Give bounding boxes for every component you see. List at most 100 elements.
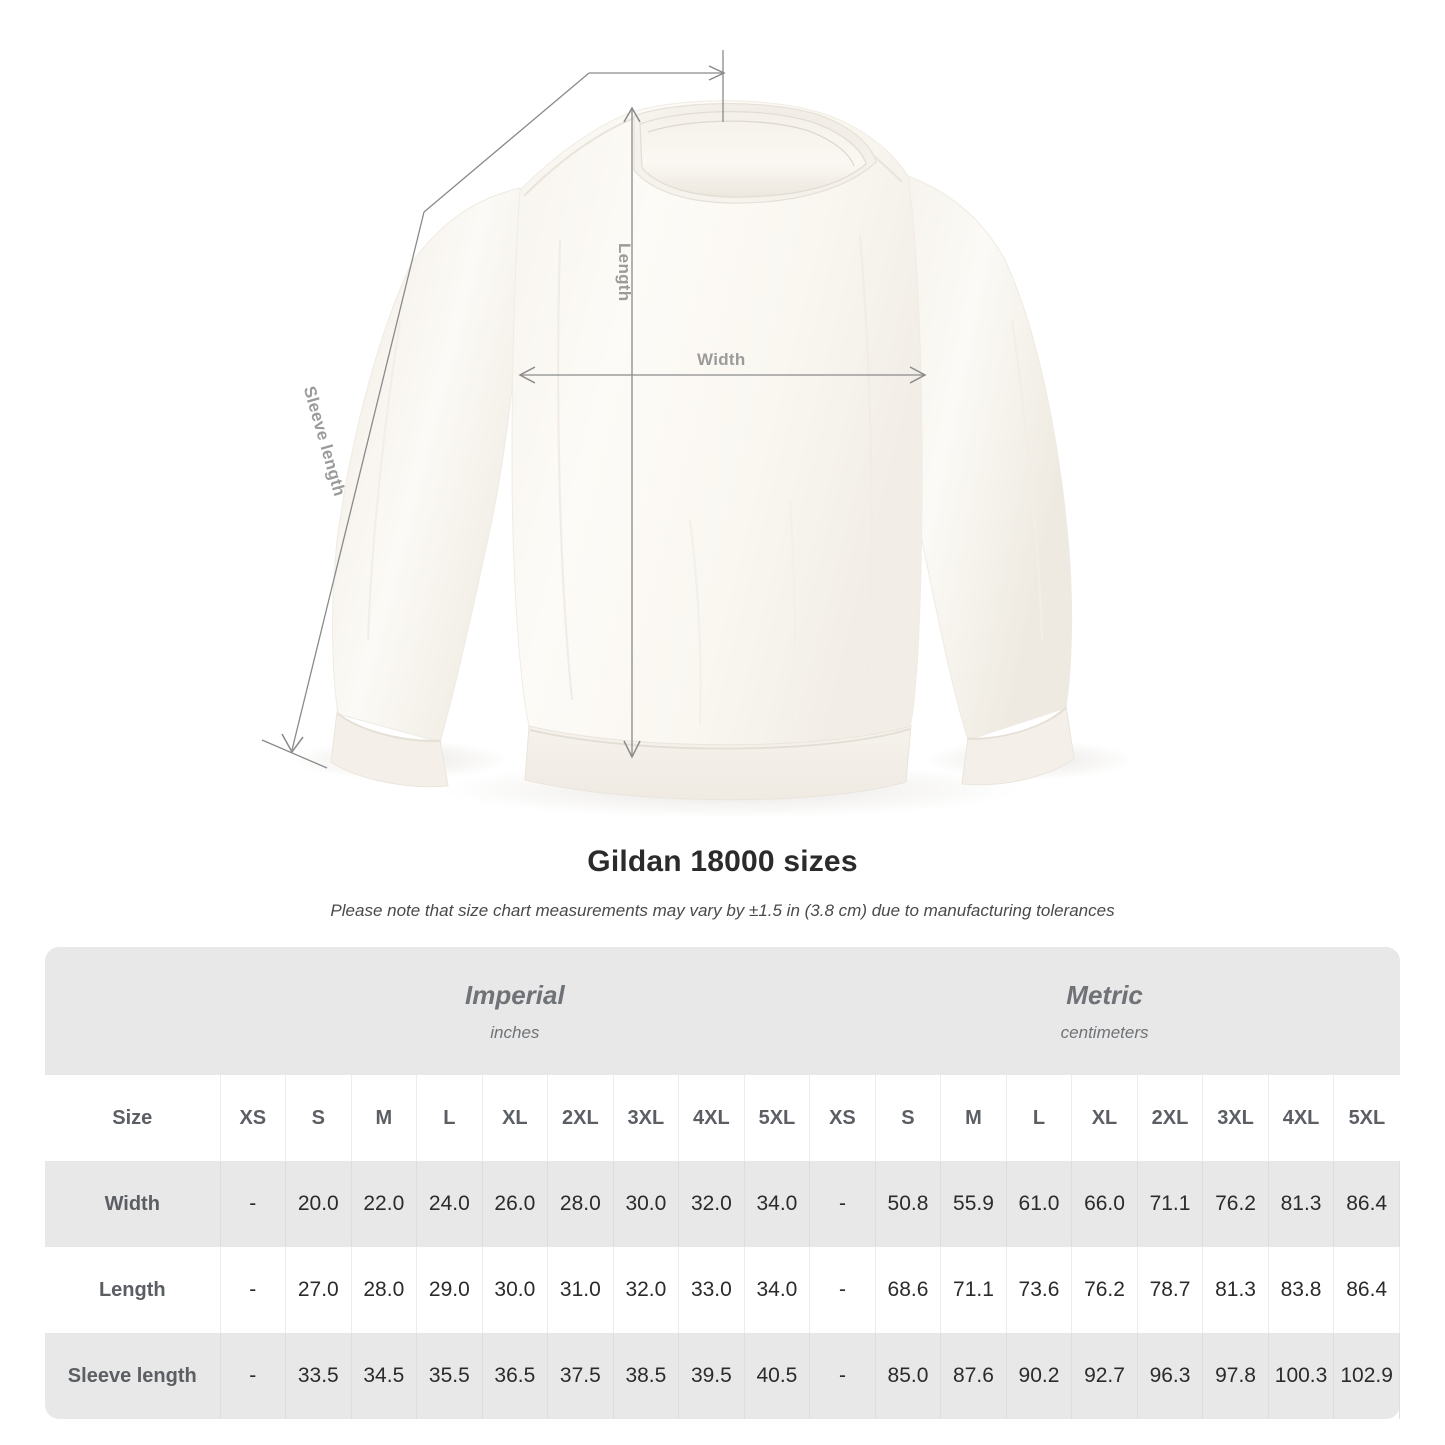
size-header-imperial-5xl: 5XL <box>744 1075 811 1161</box>
cell-length-imperial-s: 27.0 <box>285 1247 352 1333</box>
cell-sleeve-metric-2xl: 96.3 <box>1137 1333 1204 1419</box>
width-measure-line <box>518 366 927 384</box>
title-block: Gildan 18000 sizes Please note that size… <box>0 845 1445 921</box>
unit-group-imperial: Imperial inches <box>220 947 810 1075</box>
cell-sleeve-metric-3xl: 97.8 <box>1202 1333 1269 1419</box>
size-header-metric-xs: XS <box>809 1075 876 1161</box>
sweatshirt-illustration <box>261 50 1135 818</box>
size-header-imperial-4xl: 4XL <box>678 1075 745 1161</box>
table-row: Width - 20.0 22.0 24.0 26.0 28.0 30.0 32… <box>45 1161 1400 1247</box>
size-header-imperial-m: M <box>351 1075 418 1161</box>
cell-length-metric-5xl: 86.4 <box>1333 1247 1400 1333</box>
cell-sleeve-imperial-2xl: 37.5 <box>547 1333 614 1419</box>
size-chart-table: Imperial inches Metric centimeters Size … <box>45 947 1400 1419</box>
cell-width-imperial-4xl: 32.0 <box>678 1161 745 1247</box>
cell-sleeve-imperial-xl: 36.5 <box>482 1333 549 1419</box>
sleeve-length-measure-line <box>261 50 726 769</box>
size-header-imperial-xs: XS <box>220 1075 287 1161</box>
size-header-imperial-3xl: 3XL <box>613 1075 680 1161</box>
cell-length-metric-xs: - <box>809 1247 876 1333</box>
cell-width-imperial-3xl: 30.0 <box>613 1161 680 1247</box>
size-header-row: Size XS S M L XL 2XL 3XL 4XL 5XL XS S M … <box>45 1075 1400 1161</box>
cell-sleeve-metric-s: 85.0 <box>875 1333 942 1419</box>
cell-sleeve-metric-5xl: 102.9 <box>1333 1333 1400 1419</box>
cell-length-metric-4xl: 83.8 <box>1268 1247 1335 1333</box>
table-row: Length - 27.0 28.0 29.0 30.0 31.0 32.0 3… <box>45 1247 1400 1333</box>
cell-sleeve-metric-l: 90.2 <box>1006 1333 1073 1419</box>
unit-group-imperial-subtitle: inches <box>490 1022 540 1042</box>
cell-width-imperial-l: 24.0 <box>416 1161 483 1247</box>
size-header-metric-5xl: 5XL <box>1333 1075 1400 1161</box>
cell-width-imperial-5xl: 34.0 <box>744 1161 811 1247</box>
unit-band-spacer <box>45 947 221 1075</box>
cell-width-metric-l: 61.0 <box>1006 1161 1073 1247</box>
cell-width-imperial-xl: 26.0 <box>482 1161 549 1247</box>
tolerance-note: Please note that size chart measurements… <box>330 901 1115 920</box>
cell-length-metric-s: 68.6 <box>875 1247 942 1333</box>
cell-length-imperial-5xl: 34.0 <box>744 1247 811 1333</box>
cell-width-metric-3xl: 76.2 <box>1202 1161 1269 1247</box>
garment-diagram: Length Width Sleeve length <box>261 50 1135 818</box>
size-header-metric-xl: XL <box>1071 1075 1138 1161</box>
cell-length-imperial-xs: - <box>220 1247 287 1333</box>
cell-width-imperial-s: 20.0 <box>285 1161 352 1247</box>
cell-width-imperial-m: 22.0 <box>351 1161 418 1247</box>
size-header-imperial-xl: XL <box>482 1075 549 1161</box>
unit-group-metric: Metric centimeters <box>809 947 1400 1075</box>
size-header-metric-s: S <box>875 1075 942 1161</box>
cell-width-metric-4xl: 81.3 <box>1268 1161 1335 1247</box>
cell-sleeve-imperial-4xl: 39.5 <box>678 1333 745 1419</box>
unit-group-imperial-name: Imperial <box>465 979 565 1010</box>
cell-sleeve-imperial-5xl: 40.5 <box>744 1333 811 1419</box>
cell-length-metric-m: 71.1 <box>940 1247 1007 1333</box>
cell-width-imperial-xs: - <box>220 1161 287 1247</box>
cell-sleeve-imperial-m: 34.5 <box>351 1333 418 1419</box>
cell-sleeve-imperial-3xl: 38.5 <box>613 1333 680 1419</box>
cell-width-metric-xs: - <box>809 1161 876 1247</box>
unit-group-metric-name: Metric <box>1066 979 1143 1010</box>
cell-length-imperial-3xl: 32.0 <box>613 1247 680 1333</box>
length-measure-line <box>623 106 641 759</box>
size-header-metric-4xl: 4XL <box>1268 1075 1335 1161</box>
cell-sleeve-metric-4xl: 100.3 <box>1268 1333 1335 1419</box>
cell-length-metric-l: 73.6 <box>1006 1247 1073 1333</box>
cell-width-metric-5xl: 86.4 <box>1333 1161 1400 1247</box>
unit-group-metric-subtitle: centimeters <box>1060 1022 1149 1042</box>
cell-sleeve-imperial-l: 35.5 <box>416 1333 483 1419</box>
cell-length-imperial-4xl: 33.0 <box>678 1247 745 1333</box>
corner-header-size: Size <box>45 1075 221 1161</box>
row-label-length: Length <box>45 1247 221 1333</box>
cell-sleeve-metric-xl: 92.7 <box>1071 1333 1138 1419</box>
cell-length-metric-xl: 76.2 <box>1071 1247 1138 1333</box>
cell-length-metric-2xl: 78.7 <box>1137 1247 1204 1333</box>
size-header-metric-l: L <box>1006 1075 1073 1161</box>
page-title: Gildan 18000 sizes <box>587 845 858 878</box>
cell-sleeve-metric-m: 87.6 <box>940 1333 1007 1419</box>
cell-length-imperial-xl: 30.0 <box>482 1247 549 1333</box>
row-label-width: Width <box>45 1161 221 1247</box>
cell-length-imperial-2xl: 31.0 <box>547 1247 614 1333</box>
size-header-metric-m: M <box>940 1075 1007 1161</box>
cell-width-imperial-2xl: 28.0 <box>547 1161 614 1247</box>
size-header-metric-2xl: 2XL <box>1137 1075 1204 1161</box>
cell-sleeve-imperial-s: 33.5 <box>285 1333 352 1419</box>
size-header-imperial-2xl: 2XL <box>547 1075 614 1161</box>
cell-sleeve-imperial-xs: - <box>220 1333 287 1419</box>
width-dimension-label: Width <box>697 350 746 369</box>
cell-length-imperial-l: 29.0 <box>416 1247 483 1333</box>
size-header-metric-3xl: 3XL <box>1202 1075 1269 1161</box>
size-header-imperial-l: L <box>416 1075 483 1161</box>
cell-length-imperial-m: 28.0 <box>351 1247 418 1333</box>
table-row: Sleeve length - 33.5 34.5 35.5 36.5 37.5… <box>45 1333 1400 1419</box>
cell-width-metric-2xl: 71.1 <box>1137 1161 1204 1247</box>
size-header-imperial-s: S <box>285 1075 352 1161</box>
cell-width-metric-s: 50.8 <box>875 1161 942 1247</box>
cell-length-metric-3xl: 81.3 <box>1202 1247 1269 1333</box>
cell-width-metric-xl: 66.0 <box>1071 1161 1138 1247</box>
length-dimension-label: Length <box>615 243 634 302</box>
size-chart-table-wrapper: Imperial inches Metric centimeters Size … <box>45 947 1400 1419</box>
unit-band-row: Imperial inches Metric centimeters <box>45 947 1400 1075</box>
cell-width-metric-m: 55.9 <box>940 1161 1007 1247</box>
cell-sleeve-metric-xs: - <box>809 1333 876 1419</box>
row-label-sleeve-length: Sleeve length <box>45 1333 221 1419</box>
